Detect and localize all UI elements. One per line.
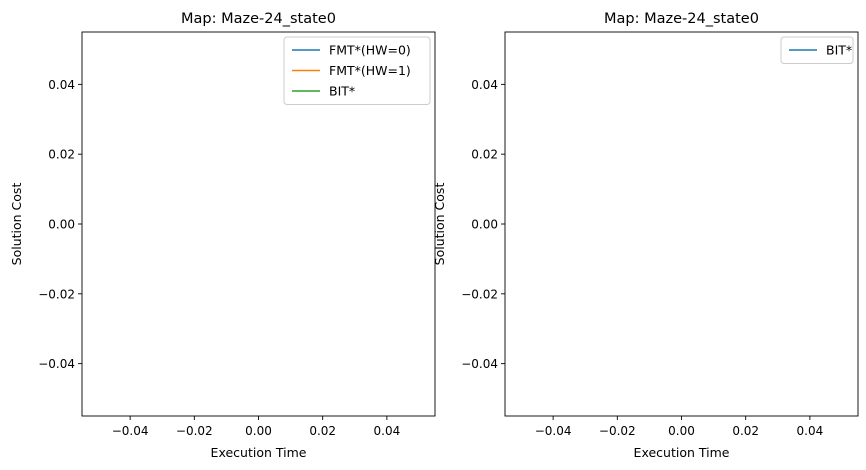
charts-container: Map: Maze-24_state0 −0.04 −0.02 0.00 0.02 0.0…: [9, 11, 859, 460]
legend-label: FMT*(HW=1): [329, 63, 411, 78]
x-tick-label: 0.00: [245, 424, 272, 438]
y-axis-label: Solution Cost: [9, 183, 24, 266]
x-tick-label: 0.02: [309, 424, 336, 438]
legend: FMT*(HW=0) FMT*(HW=1) BIT*: [283, 36, 431, 105]
y-tick-label: 0.00: [48, 218, 75, 232]
y-tick-label: 0.00: [471, 218, 498, 232]
y-tick-label: 0.02: [48, 148, 75, 162]
x-tick-label: −0.02: [176, 424, 213, 438]
x-tick-label: −0.04: [112, 424, 149, 438]
chart-title: Map: Maze-24_state0: [181, 11, 336, 27]
legend-box: [283, 36, 431, 105]
chart-2: Map: Maze-24_state0 −0.04 −0.02 0.00 0.02 0.0…: [432, 11, 859, 460]
x-tick-label: 0.04: [797, 424, 824, 438]
x-tick-label: 0.02: [732, 424, 759, 438]
y-tick-label: 0.04: [48, 78, 75, 92]
legend-label: BIT*: [826, 43, 852, 58]
plot-area: [504, 31, 859, 417]
x-tick-label: −0.02: [599, 424, 636, 438]
legend-label: FMT*(HW=0): [329, 43, 411, 58]
legend-label: BIT*: [329, 84, 355, 99]
x-tick-label: 0.00: [668, 424, 695, 438]
y-tick-label: −0.04: [38, 357, 75, 371]
y-tick-label: −0.02: [38, 287, 75, 301]
x-axis-label: Execution Time: [634, 445, 730, 460]
chart-1: Map: Maze-24_state0 −0.04 −0.02 0.00 0.02 0.0…: [9, 11, 436, 460]
y-tick-label: −0.02: [461, 287, 498, 301]
x-axis-label: Execution Time: [211, 445, 307, 460]
y-tick-label: −0.04: [461, 357, 498, 371]
chart-title: Map: Maze-24_state0: [604, 11, 759, 27]
legend: BIT*: [780, 36, 854, 64]
y-tick-label: 0.04: [471, 78, 498, 92]
y-tick-label: 0.02: [471, 148, 498, 162]
y-axis-label: Solution Cost: [432, 183, 447, 266]
x-tick-label: 0.04: [374, 424, 401, 438]
x-tick-label: −0.04: [535, 424, 572, 438]
